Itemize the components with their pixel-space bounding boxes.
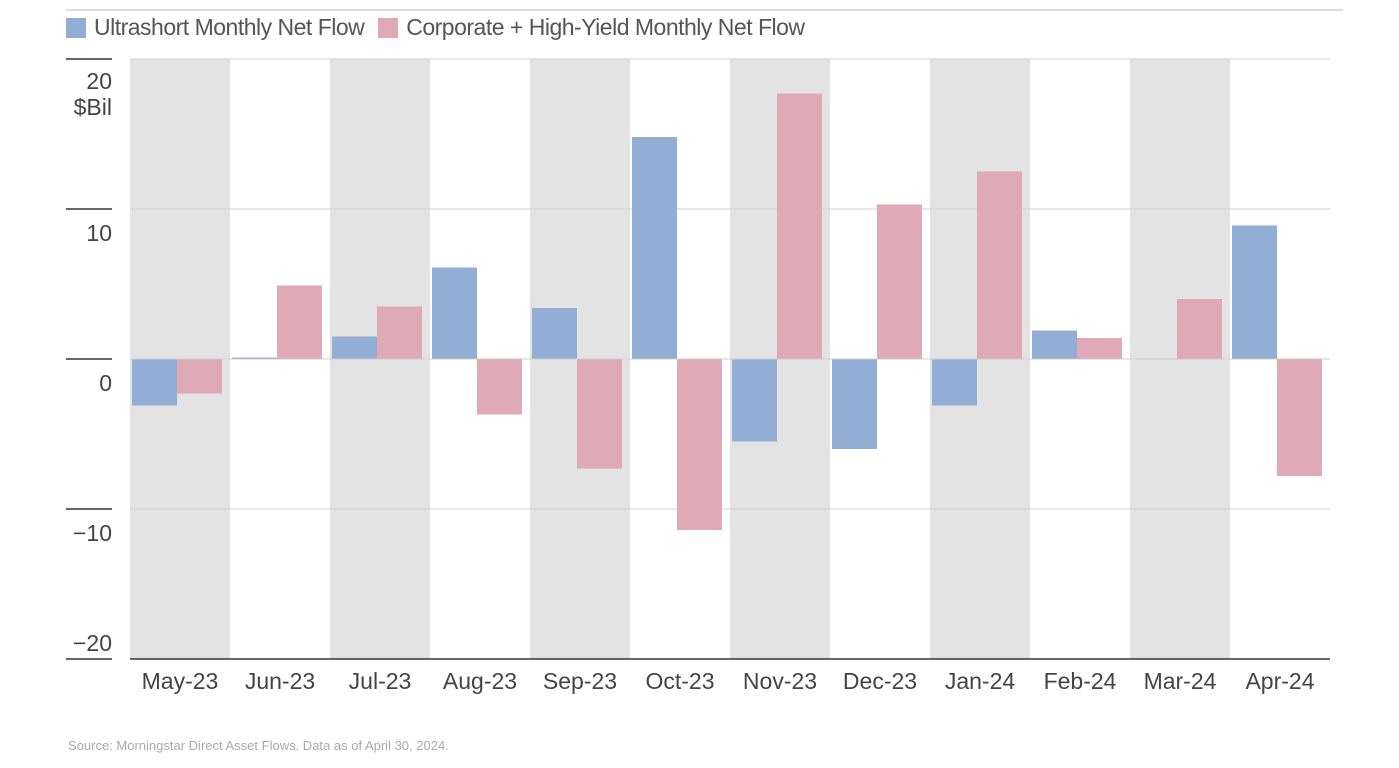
bar-corporate [477,359,522,415]
bar-ultrashort [532,308,577,359]
legend-swatch-ultrashort [66,17,86,38]
x-tick-label: Dec-23 [843,668,917,694]
x-tick-label: May-23 [142,668,219,694]
bar-ultrashort [432,267,477,359]
legend-swatch-corporate [378,17,399,38]
y-tick-label: −10 [73,520,112,546]
bar-ultrashort [932,359,977,406]
legend-item-corporate: Corporate + High-Yield Monthly Net Flow [378,14,805,41]
x-tick-label: Aug-23 [443,668,517,694]
x-tick-label: Oct-23 [645,668,714,694]
bar-corporate [277,285,322,359]
legend-label-ultrashort: Ultrashort Monthly Net Flow [94,14,365,40]
legend-label-corporate: Corporate + High-Yield Monthly Net Flow [406,14,805,40]
bar-corporate [1277,359,1322,476]
bar-ultrashort [1032,330,1077,359]
bar-corporate [1077,338,1122,359]
bar-corporate [577,359,622,469]
bar-corporate [377,306,422,359]
x-tick-label: Sep-23 [543,668,617,694]
y-tick-label: 20 [86,68,112,94]
x-tick-label: Feb-24 [1044,668,1117,694]
legend-item-ultrashort: Ultrashort Monthly Net Flow [66,14,365,41]
x-tick-label: Apr-24 [1245,668,1314,694]
x-tick-label: Nov-23 [743,668,817,694]
x-tick-label: Jul-23 [349,668,412,694]
bar-ultrashort [332,336,377,359]
y-axis-unit-label: $Bil [74,94,112,120]
bar-corporate [977,171,1022,359]
y-tick-label: −20 [73,630,112,656]
bar-ultrashort [732,359,777,442]
bar-corporate [877,204,922,359]
bar-corporate [177,359,222,394]
bar-corporate [777,93,822,359]
bar-corporate [677,359,722,530]
bar-ultrashort [132,359,177,406]
x-tick-label: Jun-23 [245,668,315,694]
bar-ultrashort [632,137,677,359]
y-tick-label: 0 [99,370,112,396]
source-note: Source: Morningstar Direct Asset Flows. … [68,738,449,753]
bar-corporate [1177,299,1222,359]
bar-ultrashort [232,357,277,359]
y-tick-label: 10 [86,220,112,246]
x-tick-label: Mar-24 [1144,668,1217,694]
x-tick-label: Jan-24 [945,668,1016,694]
legend: Ultrashort Monthly Net Flow Corporate + … [66,14,819,41]
bar-ultrashort [832,359,877,449]
bar-ultrashort [1232,225,1277,359]
